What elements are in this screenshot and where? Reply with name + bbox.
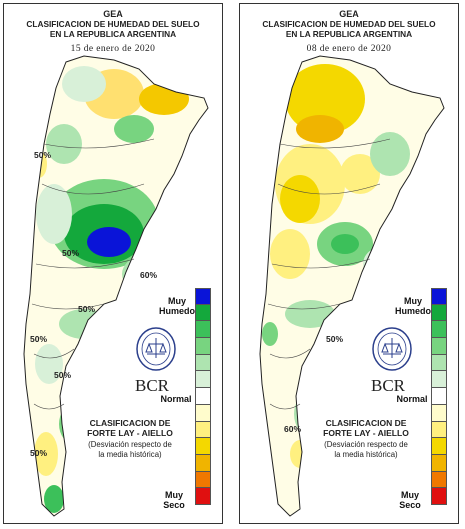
contour-label: 50% [30, 448, 48, 458]
scale-swatch [195, 288, 211, 305]
scale-swatch [195, 304, 211, 322]
map-date: 08 de enero de 2020 [306, 44, 392, 54]
scale-swatch [195, 471, 211, 489]
scale-swatch [431, 454, 447, 472]
contour-label: 50% [34, 150, 52, 160]
scale-swatch [195, 421, 211, 439]
scale-swatch [431, 421, 447, 439]
scale-swatch [431, 354, 447, 372]
scale-swatch [195, 371, 211, 389]
scale-swatch [431, 388, 447, 405]
argentina-map-left [23, 55, 209, 517]
color-scale [195, 288, 211, 505]
org-label: GEA [103, 9, 123, 19]
map-date: 15 de enero de 2020 [70, 44, 156, 54]
legend-muy-seco: Muy Seco [163, 490, 185, 510]
scale-swatch [195, 404, 211, 422]
argentina-map-right [259, 55, 445, 517]
legend-normal: Normal [160, 394, 192, 404]
scale-swatch [431, 338, 447, 355]
map-panel-left: GEA CLASIFICACION DE HUMEDAD DEL SUELO E… [3, 3, 223, 524]
legend-classification: CLASIFICACION DE FORTE LAY - AIELLO [87, 418, 173, 438]
contour-label: 50% [30, 334, 48, 344]
contour-label: 50% [62, 248, 80, 258]
scale-swatch [431, 471, 447, 489]
map-title-line2: EN LA REPUBLICA ARGENTINA [285, 29, 413, 39]
scale-swatch [431, 488, 447, 505]
scale-swatch [195, 354, 211, 372]
legend-muy-seco: Muy Seco [399, 490, 421, 510]
scale-swatch [195, 388, 211, 405]
color-scale [431, 288, 447, 505]
bcr-seal-icon [372, 327, 412, 371]
legend-note: (Desviación respecto de la media históri… [88, 440, 172, 459]
contour-label: 60% [140, 270, 158, 280]
scale-swatch [431, 288, 447, 305]
contour-label: 50% [54, 370, 72, 380]
contour-label: 50% [326, 334, 344, 344]
scale-swatch [431, 304, 447, 322]
scale-swatch [195, 454, 211, 472]
scale-swatch [195, 488, 211, 505]
legend-note: (Desviación respecto de la media históri… [324, 440, 408, 459]
contour-label: 60% [284, 424, 302, 434]
org-label: GEA [339, 9, 359, 19]
legend-normal: Normal [396, 394, 428, 404]
scale-swatch [431, 438, 447, 455]
scale-swatch [431, 404, 447, 422]
legend-muy-humedo: Muy Humedo [395, 296, 431, 316]
scale-swatch [431, 371, 447, 389]
legend-muy-humedo: Muy Humedo [159, 296, 195, 316]
map-title-line1: CLASIFICACION DE HUMEDAD DEL SUELO [262, 19, 436, 29]
bcr-brand-label: BCR [134, 376, 170, 395]
legend-classification: CLASIFICACION DE FORTE LAY - AIELLO [323, 418, 409, 438]
bcr-seal-icon [136, 327, 176, 371]
contour-label: 50% [78, 304, 96, 314]
scale-swatch [195, 321, 211, 339]
map-title-line1: CLASIFICACION DE HUMEDAD DEL SUELO [26, 19, 200, 29]
scale-swatch [431, 321, 447, 339]
scale-swatch [195, 338, 211, 355]
map-title-line2: EN LA REPUBLICA ARGENTINA [49, 29, 177, 39]
map-panel-right: GEA CLASIFICACION DE HUMEDAD DEL SUELO E… [239, 3, 459, 524]
scale-swatch [195, 438, 211, 455]
bcr-brand-label: BCR [370, 376, 406, 395]
